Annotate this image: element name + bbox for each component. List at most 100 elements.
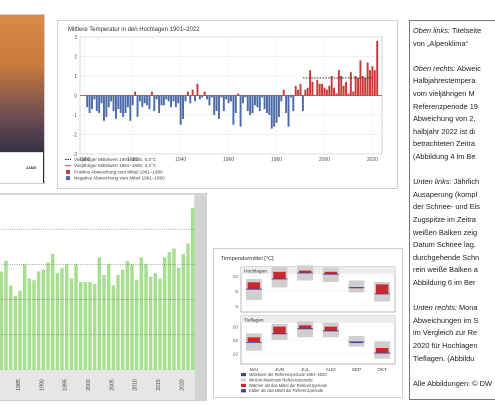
anomaly-bar xyxy=(280,96,282,102)
anomaly-bar xyxy=(165,96,167,100)
y-tick-label: 0 xyxy=(74,94,77,100)
anomaly-bar xyxy=(292,96,294,112)
anomaly-bar xyxy=(288,96,290,127)
caption-text: betrachteten Zeitra xyxy=(413,139,475,148)
snow-free-bar xyxy=(130,264,133,370)
x-tick-label: 2020 xyxy=(179,379,185,391)
anomaly-bar xyxy=(125,96,127,114)
anomaly-bar xyxy=(117,96,119,110)
snow-free-bar xyxy=(121,270,124,370)
anomaly-bar xyxy=(333,88,335,96)
observed-deviation-bar xyxy=(299,325,311,328)
anomaly-bar xyxy=(137,96,139,117)
caption-line: Abweichung von 2, xyxy=(413,114,495,124)
legend-swatch xyxy=(241,373,246,376)
anomaly-bar xyxy=(194,96,196,102)
anomaly-bar xyxy=(331,76,333,96)
anomaly-bar xyxy=(350,72,352,95)
anomaly-bar xyxy=(328,86,330,96)
snow-free-bar xyxy=(84,282,87,370)
caption-text: vom vieljährigen M xyxy=(413,89,475,98)
caption-text: Zugspitze im Zeitra xyxy=(413,215,476,224)
anomaly-bar xyxy=(276,96,278,123)
anomaly-bar xyxy=(268,96,270,116)
caption-text: durchgehende Schn xyxy=(413,253,479,262)
anomaly-bar xyxy=(196,84,198,96)
caption-line: Datum Schnee lag. xyxy=(413,240,495,250)
legend-label: Vieljähriger Mittelwert 1961–1990, 4,1°C xyxy=(74,163,157,168)
snow-free-bar xyxy=(14,296,17,370)
x-axis-band xyxy=(0,370,195,400)
legend-swatch xyxy=(241,389,246,392)
caption-line: Ausaperung (kompl xyxy=(413,190,495,200)
snow-free-bar xyxy=(28,278,31,370)
caption-text: Ausaperung (kompl xyxy=(413,190,477,199)
legend-label: Mittelwert der Referenzperiode 1991–2020 xyxy=(249,372,327,377)
anomaly-bar xyxy=(146,96,148,106)
temperature-anomaly-chart: Mittlere Temperatur in den Hochlagen 190… xyxy=(58,21,397,188)
anomaly-bar xyxy=(141,96,143,108)
anomaly-bar xyxy=(189,96,191,104)
caption-text: Alle Abbildungen: © DW xyxy=(413,379,492,388)
legend-swatch xyxy=(66,170,70,174)
x-tick-label: 1985 xyxy=(16,379,22,391)
anomaly-bar xyxy=(273,96,275,127)
reference-range-box xyxy=(297,321,313,337)
snow-free-bar xyxy=(191,208,194,370)
caption-text: Datum Schnee lag. xyxy=(413,240,476,249)
caption-text: halbjahr 2022 ist di xyxy=(413,127,475,136)
cover-logo: ZAMG xyxy=(26,166,37,170)
caption-line: durchgehende Schn xyxy=(413,253,495,263)
caption-line: (Abbildung 4 im Be xyxy=(413,152,495,162)
reference-range-box xyxy=(323,268,339,282)
observed-deviation-bar xyxy=(325,327,337,331)
reference-range-box xyxy=(349,281,365,293)
anomaly-bar xyxy=(247,96,249,112)
caption-line: halbjahr 2022 ist di xyxy=(413,127,495,137)
anomaly-bar xyxy=(86,96,88,108)
anomaly-bar xyxy=(242,96,244,104)
snow-free-bar xyxy=(177,268,180,370)
caption-text: Abweichung von 2, xyxy=(413,114,475,123)
caption-text: Abbildung 6 im Ber xyxy=(413,278,475,287)
anomaly-bar xyxy=(304,90,306,96)
anomaly-bar xyxy=(168,96,170,102)
anomaly-bar xyxy=(264,96,266,110)
anomaly-bar xyxy=(307,88,309,96)
snow-free-bar xyxy=(182,254,185,370)
anomaly-bar xyxy=(103,96,105,121)
y-tick-label: 10 xyxy=(233,351,239,357)
caption-heading: Oben rechts: xyxy=(413,64,455,73)
anomaly-bar xyxy=(367,62,369,95)
legend-label: Minium-Maximum Referenzperiode xyxy=(249,377,313,382)
anomaly-bar xyxy=(228,96,230,104)
y-tick-label: 10 xyxy=(233,274,239,280)
anomaly-bar xyxy=(156,96,158,100)
y-tick-label: 5 xyxy=(235,289,238,295)
anomaly-bar xyxy=(252,96,254,114)
y-tick-label: -1 xyxy=(73,113,78,119)
anomaly-bar xyxy=(218,96,220,119)
caption-text: rein weiße Balken a xyxy=(413,265,478,274)
anomaly-bar xyxy=(338,70,340,95)
anomaly-bar xyxy=(295,86,297,96)
caption-heading: Unten rechts: xyxy=(413,303,457,312)
caption-text: im Vergleich zur Re xyxy=(413,328,477,337)
anomaly-bar xyxy=(300,84,302,96)
caption-line: Halbjahrestempera xyxy=(413,76,495,86)
snow-free-bar xyxy=(9,286,12,370)
anomaly-bar xyxy=(321,84,323,96)
anomaly-bar xyxy=(110,96,112,102)
anomaly-bar xyxy=(376,41,378,96)
anomaly-bar xyxy=(185,96,187,102)
anomaly-bar xyxy=(266,96,268,114)
snow-free-bar xyxy=(149,277,152,370)
panel-header xyxy=(241,316,395,323)
snow-free-bar xyxy=(42,270,45,370)
caption-line: weißen Balken zeig xyxy=(413,228,495,238)
anomaly-bar xyxy=(319,84,321,96)
x-tick-label: 1990 xyxy=(39,379,45,391)
caption-text: Referenzperiode 19 xyxy=(413,102,478,111)
x-tick-label: 2000 xyxy=(86,379,92,391)
caption-text: Jährlich xyxy=(452,177,480,186)
